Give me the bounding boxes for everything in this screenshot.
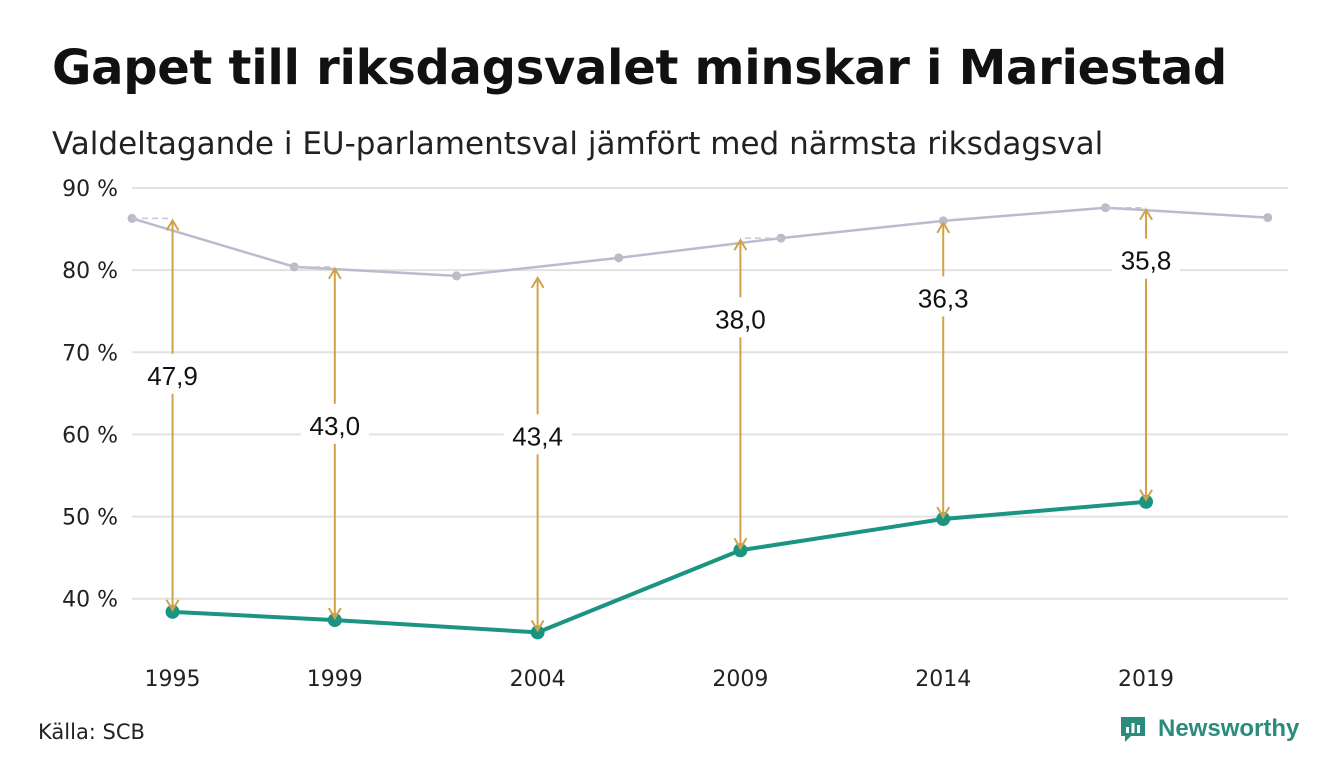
- newsworthy-icon: [1121, 717, 1145, 742]
- gap-arrowhead-top: [530, 275, 545, 289]
- gap-label-bg: [909, 276, 978, 317]
- gap-arrowhead-bottom: [165, 599, 180, 612]
- gap-arrowhead-top: [1139, 207, 1153, 221]
- gap-arrowhead-bottom: [1139, 489, 1153, 502]
- x-tick-label: 2004: [510, 667, 566, 692]
- gap-label: 47,9: [147, 361, 198, 391]
- eu-point: [1139, 494, 1154, 509]
- gap-arrowhead-top: [733, 238, 748, 251]
- riksdag-point: [614, 253, 624, 263]
- gap-label-bg: [1112, 238, 1181, 279]
- gap-label-bg: [706, 297, 775, 338]
- gap-label-bg: [503, 414, 572, 455]
- y-tick-label: 60 %: [62, 423, 118, 448]
- brand-logo: Newsworthy: [1118, 714, 1299, 744]
- gap-arrow: 47,9: [132, 217, 207, 612]
- gap-arrow: 43,4: [503, 275, 572, 633]
- gap-arrowhead-top: [936, 220, 951, 234]
- gap-arrowhead-top: [165, 218, 180, 231]
- x-tick-label: 2014: [915, 667, 971, 692]
- gap-arrow: 43,0: [294, 266, 369, 621]
- gap-label: 38,0: [715, 304, 766, 334]
- y-tick-label: 50 %: [62, 506, 118, 531]
- x-tick-label: 1999: [307, 667, 363, 692]
- chart-subtitle: Valdeltagande i EU-parlamentsval jämfört…: [52, 126, 1104, 162]
- chart-title: Gapet till riksdagsvalet minskar i Marie…: [52, 40, 1227, 96]
- gap-arrowhead-bottom: [327, 607, 342, 621]
- gap-label-bg: [138, 353, 207, 394]
- gap-label-bg: [300, 403, 369, 444]
- eu-point: [327, 613, 342, 628]
- x-tick-label: 1995: [145, 667, 201, 692]
- gap-arrow: 35,8: [1105, 206, 1181, 502]
- gap-arrowhead-bottom: [530, 619, 545, 633]
- gap-label: 35,8: [1121, 246, 1172, 276]
- gap-arrowhead-bottom: [733, 537, 748, 551]
- y-tick-label: 90 %: [62, 177, 118, 202]
- y-axis: 40 % 50 % 60 % 70 % 80 % 90 %: [62, 177, 118, 613]
- eu-point: [165, 604, 180, 619]
- y-tick-label: 40 %: [62, 588, 118, 613]
- eu-line: [170, 499, 1149, 635]
- riksdag-point: [1263, 213, 1273, 223]
- gap-label: 36,3: [918, 283, 969, 313]
- grid-layer: [132, 187, 1288, 600]
- gap-label: 43,0: [310, 411, 361, 441]
- brand-name: Newsworthy: [1158, 715, 1300, 742]
- x-tick-label: 2019: [1118, 667, 1174, 692]
- source-note: Källa: SCB: [38, 720, 145, 744]
- y-tick-label: 80 %: [62, 259, 118, 284]
- eu-point: [733, 543, 748, 558]
- gap-arrowhead-top: [327, 266, 342, 280]
- y-tick-label: 70 %: [62, 341, 118, 366]
- riksdag-point: [938, 216, 948, 226]
- riksdag-series: [127, 203, 1273, 281]
- eu-point: [936, 512, 951, 527]
- gap-arrows: 47,9 43,0 43,4 38,0 36,3 35,8: [132, 206, 1181, 633]
- x-axis: 1995 1999 2004 2009 2014 2019: [145, 667, 1174, 692]
- gap-arrow: 36,3: [909, 220, 978, 519]
- x-tick-label: 2009: [712, 667, 768, 692]
- gap-label: 43,4: [512, 421, 563, 451]
- eu-point: [530, 625, 545, 640]
- gap-arrow: 38,0: [706, 237, 781, 551]
- riksdag-point: [451, 271, 461, 281]
- riksdag-line: [130, 206, 1269, 278]
- gap-arrowhead-bottom: [936, 506, 951, 519]
- eu-series: [165, 494, 1154, 640]
